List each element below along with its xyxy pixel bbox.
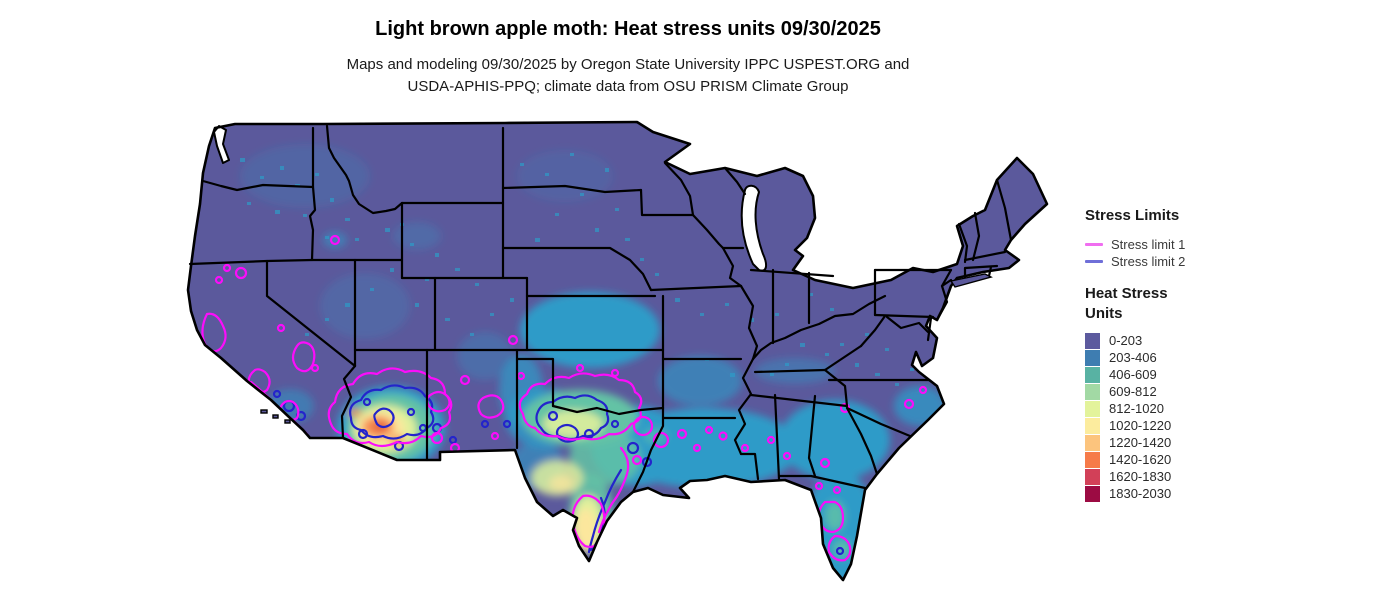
legend-class-row: 1020-1220	[1085, 417, 1265, 434]
legend-class-row: 609-812	[1085, 383, 1265, 400]
class-swatch	[1085, 485, 1100, 502]
legend-class-row: 1620-1830	[1085, 468, 1265, 485]
class-swatch	[1085, 366, 1100, 383]
subtitle-line-2: USDA-APHIS-PPQ; climate data from OSU PR…	[407, 78, 849, 95]
channel-island	[260, 409, 268, 414]
class-swatch	[1085, 451, 1100, 468]
us-outline	[186, 120, 1049, 582]
heat-raster	[240, 144, 946, 580]
class-swatch	[1085, 332, 1100, 349]
class-label: 1220-1420	[1109, 435, 1172, 450]
heat-stress-units-heading: Heat Stress Units	[1085, 284, 1265, 324]
class-swatch	[1085, 400, 1100, 417]
class-swatch	[1085, 434, 1100, 451]
us-map-svg	[186, 120, 1049, 582]
class-label: 1420-1620	[1109, 452, 1172, 467]
legend-class-row: 1830-2030	[1085, 485, 1265, 502]
title-block: Light brown apple moth: Heat stress unit…	[0, 18, 1256, 98]
channel-island	[272, 414, 279, 419]
stress-limit-rows: Stress limit 1 Stress limit 2	[1085, 236, 1265, 270]
lake-michigan	[740, 184, 768, 272]
great-lakes	[213, 125, 768, 272]
legend: Stress Limits Stress limit 1 Stress limi…	[1085, 206, 1265, 502]
legend-item-stress-limit-2: Stress limit 2	[1085, 253, 1265, 270]
legend-class-row: 203-406	[1085, 349, 1265, 366]
class-label: 609-812	[1109, 384, 1157, 399]
class-label: 406-609	[1109, 367, 1157, 382]
stress-limit-1-label: Stress limit 1	[1111, 237, 1186, 252]
us-heat-stress-map	[185, 118, 1055, 588]
subtitle-line-1: Maps and modeling 09/30/2025 by Oregon S…	[346, 56, 910, 73]
legend-class-row: 1420-1620	[1085, 451, 1265, 468]
stress-limit-2-label: Stress limit 2	[1111, 254, 1186, 269]
class-label: 1620-1830	[1109, 469, 1172, 484]
state-borders	[188, 124, 1013, 494]
stress-limit-1-line-swatch	[1085, 243, 1103, 246]
heat-stress-class-rows: 0-203 203-406 406-609 609-812 812-1020 1…	[1085, 332, 1265, 502]
page-subtitle: Maps and modeling 09/30/2025 by Oregon S…	[0, 54, 1256, 98]
class-label: 1830-2030	[1109, 486, 1172, 501]
raster-speckles	[240, 153, 914, 386]
class-label: 812-1020	[1109, 401, 1164, 416]
class-label: 203-406	[1109, 350, 1157, 365]
class-swatch	[1085, 349, 1100, 366]
legend-class-row: 0-203	[1085, 332, 1265, 349]
class-swatch	[1085, 468, 1100, 485]
islands	[260, 273, 993, 424]
legend-item-stress-limit-1: Stress limit 1	[1085, 236, 1265, 253]
heat-stress-units-heading-line-1: Heat Stress	[1085, 285, 1168, 302]
legend-class-row: 1220-1420	[1085, 434, 1265, 451]
legend-class-row: 406-609	[1085, 366, 1265, 383]
class-swatch	[1085, 417, 1100, 434]
class-swatch	[1085, 383, 1100, 400]
legend-class-row: 812-1020	[1085, 400, 1265, 417]
page-title: Light brown apple moth: Heat stress unit…	[375, 18, 881, 40]
stress-limit-2-line-swatch	[1085, 260, 1103, 263]
channel-island	[284, 419, 291, 424]
class-label: 1020-1220	[1109, 418, 1172, 433]
class-label: 0-203	[1109, 333, 1143, 348]
puget-sound	[213, 125, 230, 164]
heat-stress-units-heading-line-2: Units	[1085, 305, 1123, 322]
long-island	[949, 273, 993, 288]
stress-limits-heading: Stress Limits	[1085, 207, 1180, 224]
